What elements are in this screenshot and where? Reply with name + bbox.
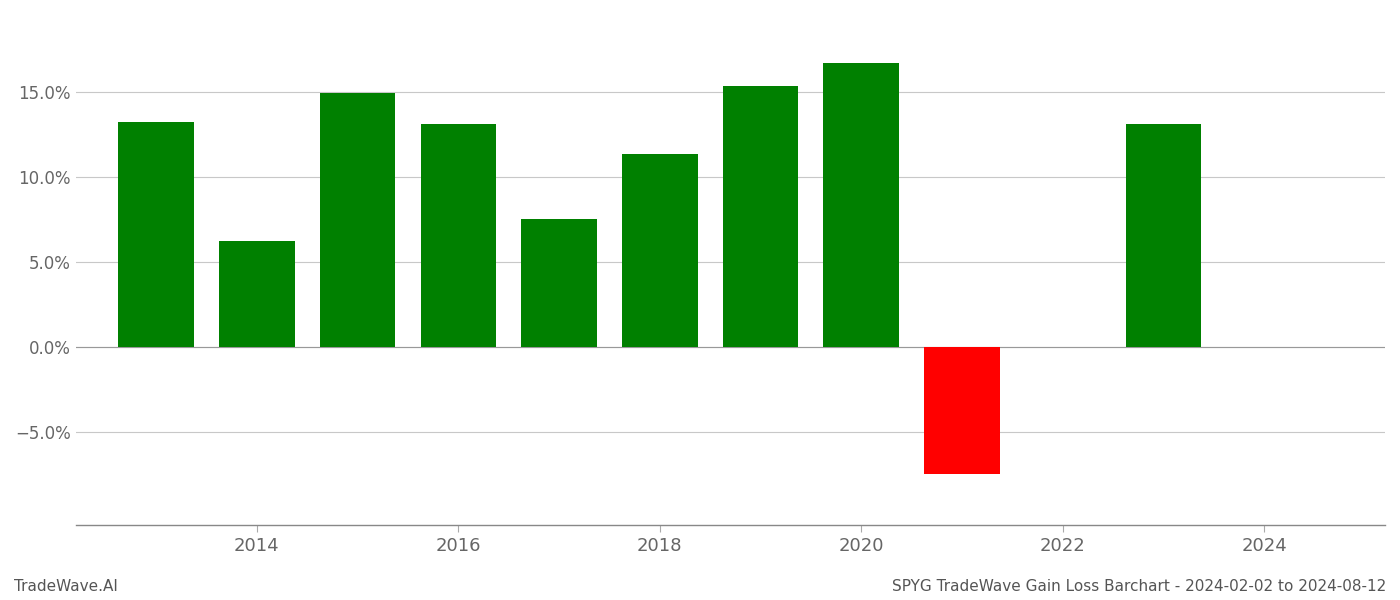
Bar	[722, 86, 798, 347]
Bar	[319, 93, 395, 347]
Bar	[823, 62, 899, 347]
Bar	[622, 154, 697, 347]
Text: TradeWave.AI: TradeWave.AI	[14, 579, 118, 594]
Bar	[220, 241, 294, 347]
Text: SPYG TradeWave Gain Loss Barchart - 2024-02-02 to 2024-08-12: SPYG TradeWave Gain Loss Barchart - 2024…	[892, 579, 1386, 594]
Bar	[924, 347, 1000, 474]
Bar	[521, 219, 596, 347]
Bar	[1126, 124, 1201, 347]
Bar	[119, 122, 195, 347]
Bar	[420, 124, 496, 347]
